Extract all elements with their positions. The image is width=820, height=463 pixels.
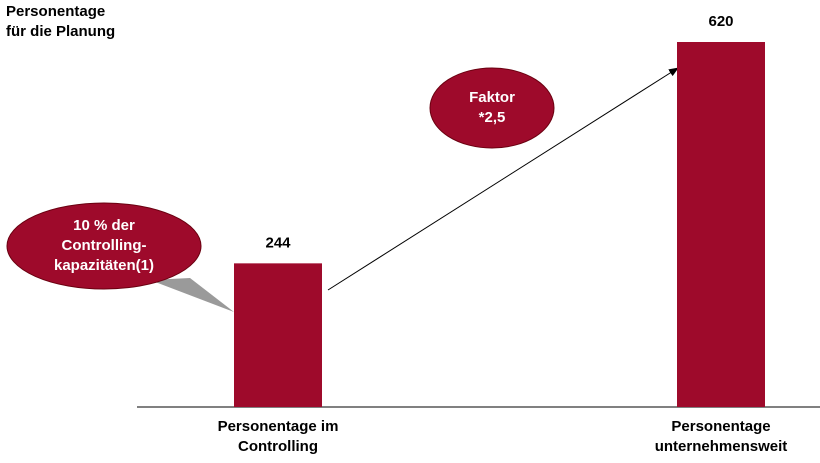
x-tick-label: Personentage <box>671 418 770 435</box>
value-label: 244 <box>265 234 291 251</box>
annotation: *2,5 <box>479 109 506 126</box>
bar <box>234 263 322 407</box>
arrow <box>327 67 679 291</box>
chart-title: für die Planung <box>6 23 115 40</box>
annotation: 10 % der <box>73 217 135 234</box>
chart-title: Personentage <box>6 3 105 20</box>
value-label: 620 <box>708 13 733 30</box>
annotation: kapazitäten(1) <box>54 257 154 274</box>
x-tick-label: Personentage im <box>218 418 339 435</box>
factor-ellipse <box>429 67 555 149</box>
x-tick-label: unternehmensweit <box>655 438 788 455</box>
x-tick-label: Controlling <box>238 438 318 455</box>
annotation: Faktor <box>469 89 515 106</box>
annotation: Controlling- <box>62 237 147 254</box>
callout-tail <box>150 278 234 312</box>
bar <box>677 42 765 407</box>
callout <box>6 202 202 290</box>
